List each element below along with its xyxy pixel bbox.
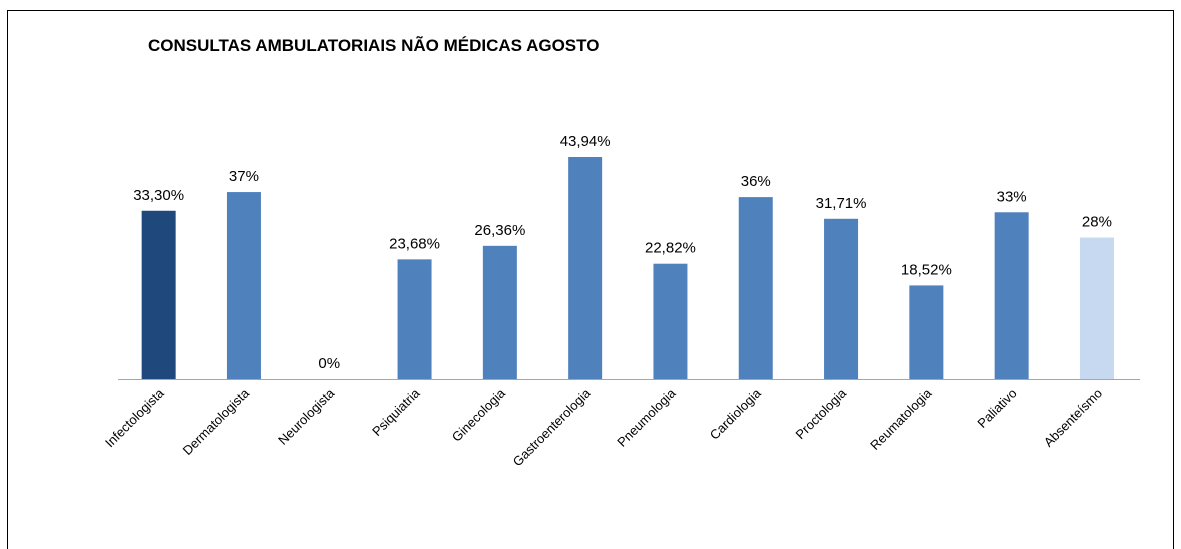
bar — [994, 212, 1029, 379]
value-label: 23,68% — [389, 235, 440, 252]
x-tick-label: Pneumologia — [614, 385, 679, 450]
chart-frame — [7, 10, 1174, 549]
value-label: 33% — [997, 188, 1027, 205]
x-tick-label: Psiquiatria — [369, 385, 423, 439]
bar — [226, 192, 261, 379]
x-tick-label: Proctologia — [793, 385, 850, 442]
value-label: 33,30% — [133, 187, 184, 204]
x-tick-label: Neurologista — [275, 385, 338, 448]
bar — [909, 285, 944, 379]
bar — [824, 218, 859, 379]
x-tick-label: Ginecologia — [449, 385, 509, 445]
bar — [653, 263, 688, 379]
x-tick-label: Gastroenterologia — [510, 385, 594, 469]
value-label: 31,71% — [816, 195, 867, 212]
value-label: 37% — [229, 168, 259, 185]
x-tick-label: Paliativo — [974, 386, 1019, 431]
value-label: 0% — [318, 355, 340, 372]
x-tick-label: Cardiologia — [707, 385, 765, 443]
x-tick-label: Dermatologista — [180, 385, 253, 458]
value-label: 28% — [1082, 214, 1112, 231]
bar — [141, 210, 176, 379]
value-label: 36% — [741, 173, 771, 190]
bar — [738, 197, 773, 379]
value-label: 26,36% — [474, 222, 525, 239]
bar — [1079, 237, 1114, 379]
bar — [568, 157, 603, 379]
value-label: 22,82% — [645, 240, 696, 257]
x-tick-label: Absenteísmo — [1041, 386, 1105, 450]
value-label: 18,52% — [901, 261, 952, 278]
x-tick-label: Reumatologia — [867, 385, 935, 453]
bar — [482, 245, 517, 379]
bar — [397, 259, 432, 379]
x-tick-label: Infectologista — [102, 385, 167, 450]
chart-title: CONSULTAS AMBULATORIAIS NÃO MÉDICAS AGOS… — [148, 35, 599, 55]
value-label: 43,94% — [560, 133, 611, 150]
